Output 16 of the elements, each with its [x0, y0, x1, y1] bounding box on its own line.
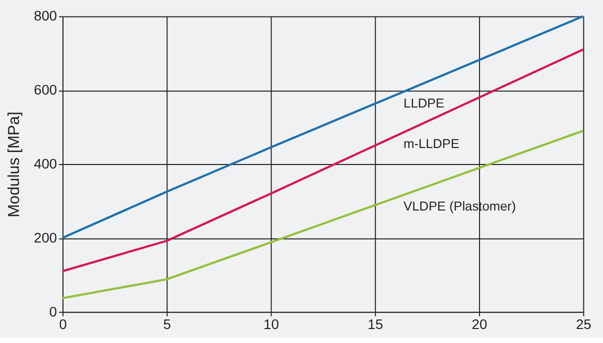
y-tick-label: 200	[34, 229, 58, 246]
x-tick-label: 20	[472, 316, 488, 332]
y-tick-label: 0	[49, 303, 58, 320]
y-axis-title: Modulus [MPa]	[6, 112, 23, 218]
x-tick-label: 5	[163, 316, 172, 332]
y-tick-label: 600	[34, 82, 58, 98]
x-tick-label: 25	[576, 316, 592, 332]
x-tick-label: 10	[264, 316, 280, 332]
y-tick-label: 800	[34, 8, 58, 24]
y-tick-label: 400	[34, 156, 58, 172]
series-label: LLDPE	[404, 95, 445, 110]
line-series	[61, 130, 584, 300]
series-label: m-LLDPE	[404, 136, 460, 152]
x-tick-label: 0	[59, 316, 68, 332]
x-tick-label: 15	[368, 316, 384, 332]
line-series	[61, 48, 584, 272]
